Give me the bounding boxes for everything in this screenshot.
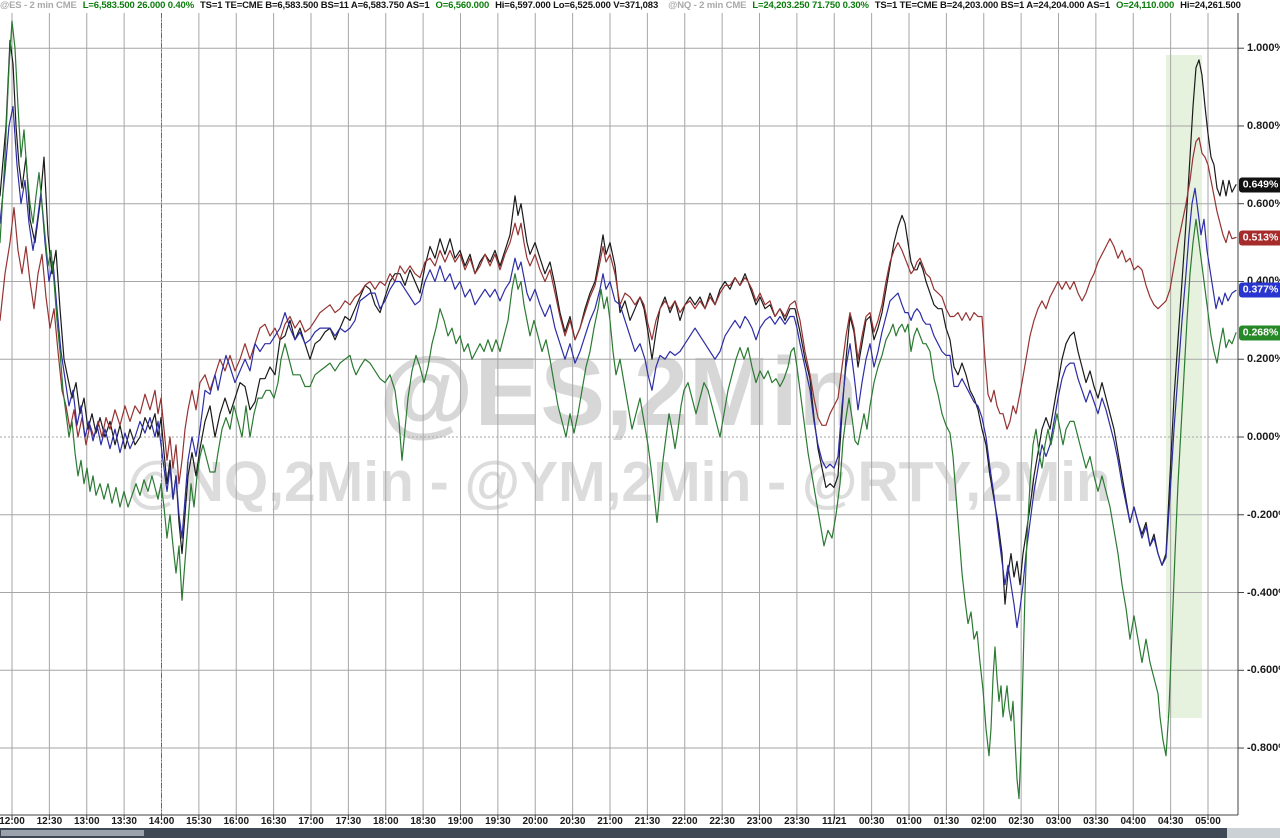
quote-es-session: Hi=6,597.000 Lo=6,525.000 V=371,083 [495,0,659,11]
x-axis-label: 17:30 [335,816,362,827]
y-axis-label: -0.200% [1247,508,1280,521]
x-axis-label: 21:00 [597,816,623,827]
x-axis-label: 14:00 [148,816,175,827]
x-axis-label: 11/21 [822,816,847,827]
series-line-NQ2min [0,137,1237,485]
quote-nq-symbol: @NQ - 2 min CME [668,0,747,11]
y-axis-label: -0.400% [1247,586,1280,599]
x-axis-label: 12:30 [36,816,63,827]
quote-es-symbol: @ES - 2 min CME [0,0,77,11]
x-axis-label: 16:00 [223,816,250,827]
price-tag-ES2min: 0.649% [1239,177,1280,193]
x-axis-label: 04:00 [1120,816,1147,827]
x-axis-label: 03:00 [1045,816,1072,827]
quote-es-last: L=6,583.500 26.000 0.40% [82,0,194,11]
quote-es-open: O=6,560.000 [435,0,490,11]
price-tag-YM2min: 0.377% [1239,282,1280,298]
y-axis-label: -0.600% [1247,664,1280,677]
x-axis-label: 20:00 [522,816,549,827]
x-axis-label: 19:30 [485,816,511,827]
x-axis-label: 01:00 [896,816,922,827]
x-axis-label: 13:00 [73,816,100,827]
series-line-YM2min [0,105,1237,629]
y-axis-label: 1.000% [1247,42,1280,55]
x-axis-label: 15:30 [186,816,212,827]
x-axis-label: 17:00 [298,816,324,827]
x-axis-label: 18:30 [410,816,436,827]
x-axis-label: 22:00 [671,816,698,827]
price-tag-NQ2min: 0.513% [1239,230,1280,246]
x-axis-label: 23:30 [784,816,810,827]
x-axis-label: 00:30 [858,816,885,827]
x-axis-label: 21:30 [634,816,661,827]
series-line-RTY2min [0,20,1237,800]
x-axis-label: 03:30 [1083,816,1109,827]
x-axis-label: 16:30 [260,816,287,827]
y-axis-label: -0.800% [1247,742,1280,755]
y-axis-label: 0.000% [1247,431,1280,443]
quote-nq-last: L=24,203.250 71.750 0.30% [752,0,869,11]
scrollbar-right-button[interactable] [1227,828,1280,838]
x-axis-label: 13:30 [111,816,137,827]
x-axis-label: 18:00 [372,816,399,827]
x-axis-label: 12:00 [0,816,25,827]
highlight-band [1166,55,1202,718]
x-axis-label: 23:00 [746,816,773,827]
y-axis-label: 0.600% [1247,197,1280,210]
series-line-ES2min [0,39,1237,605]
quote-nq: @NQ - 2 min CME L=24,203.250 71.750 0.30… [668,0,1241,13]
x-axis-label: 22:30 [709,816,735,827]
quote-es: @ES - 2 min CME L=6,583.500 26.000 0.40%… [0,0,658,13]
quote-nq-session: Hi=24,261.500 [1180,0,1241,11]
price-tag-RTY2min: 0.268% [1239,325,1280,341]
quote-es-trade-info: TS=1 TE=CME B=6,583.500 BS=11 A=6,583.75… [200,0,430,11]
x-axis-label: 20:30 [559,816,586,827]
x-axis-label: 19:00 [447,816,474,827]
y-axis-label: 0.800% [1247,119,1280,132]
horizontal-scrollbar[interactable] [0,828,1280,838]
quote-header: @ES - 2 min CME L=6,583.500 26.000 0.40%… [0,0,1280,13]
x-axis-label: 02:00 [970,816,997,827]
y-axis-label: 0.200% [1247,353,1280,366]
quote-nq-open: O=24,110.000 [1115,0,1175,11]
scrollbar-thumb[interactable] [1,830,144,836]
x-axis-label: 02:30 [1008,816,1034,827]
x-axis-label: 04:30 [1157,816,1184,827]
quote-nq-trade-info: TS=1 TE=CME B=24,203.000 BS=1 A=24,204.0… [874,0,1110,11]
x-axis-label: 01:30 [933,816,960,827]
x-axis-label: 05:00 [1195,816,1221,827]
